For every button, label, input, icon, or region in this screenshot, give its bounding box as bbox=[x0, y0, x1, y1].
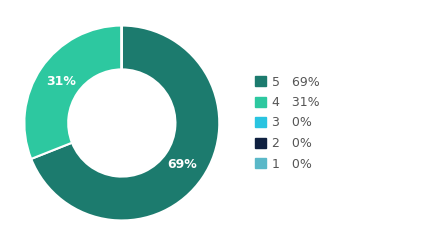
Wedge shape bbox=[24, 26, 122, 159]
Text: 31%: 31% bbox=[47, 76, 76, 88]
Text: 69%: 69% bbox=[167, 158, 197, 170]
Wedge shape bbox=[31, 26, 219, 220]
Legend: 5   69%, 4   31%, 3   0%, 2   0%, 1   0%: 5 69%, 4 31%, 3 0%, 2 0%, 1 0% bbox=[255, 76, 320, 170]
